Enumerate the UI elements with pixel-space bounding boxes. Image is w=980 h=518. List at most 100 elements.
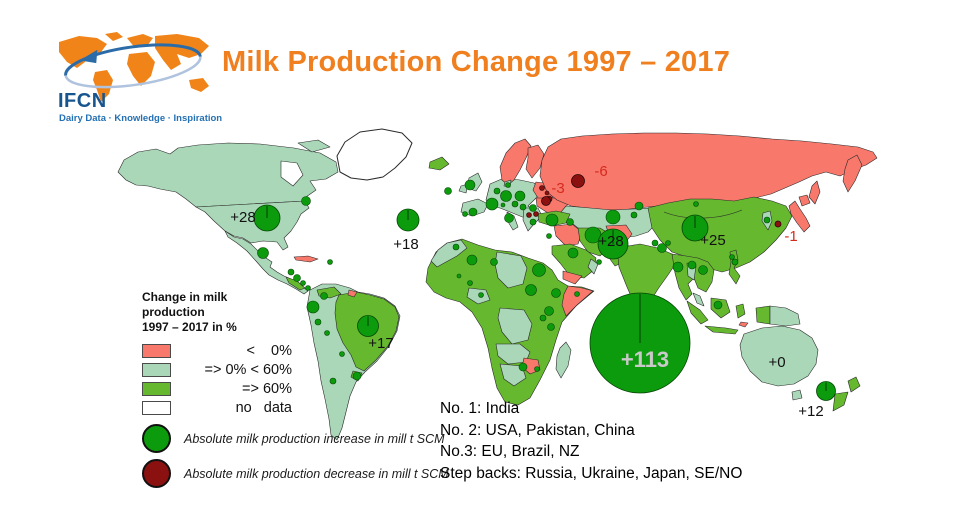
region-japan xyxy=(788,200,811,233)
logo-brand: IFCN xyxy=(58,90,107,112)
legend-swatch-low xyxy=(142,363,171,377)
region-hudson-bay xyxy=(280,160,304,187)
region-nz-south xyxy=(832,391,849,412)
decrease-bubble-label: Absolute milk production decrease in mil… xyxy=(184,466,449,481)
minor-increase-marker xyxy=(500,202,506,208)
minor-decrease-marker xyxy=(533,211,539,217)
minor-increase-marker xyxy=(305,285,311,291)
bubble-label-china: +25 xyxy=(700,232,725,249)
region-sumatra xyxy=(686,300,709,325)
legend-label-high: => 60% xyxy=(242,381,292,397)
minor-increase-marker xyxy=(352,371,362,381)
legend-swatch-high xyxy=(142,382,171,396)
minor-decrease-marker xyxy=(544,190,550,196)
region-timor xyxy=(738,321,749,328)
increase-bubble-icon xyxy=(142,424,171,453)
minor-increase-marker xyxy=(456,273,462,279)
minor-increase-marker xyxy=(514,190,526,202)
region-madagascar xyxy=(555,341,572,379)
minor-increase-marker xyxy=(478,292,484,298)
minor-increase-marker xyxy=(306,300,320,314)
minor-increase-marker xyxy=(466,254,478,266)
minor-increase-marker xyxy=(314,318,322,326)
minor-increase-marker xyxy=(665,240,671,246)
region-finland xyxy=(525,144,545,179)
annotation-line: No. 2: USA, Pakistan, China xyxy=(440,421,635,439)
choropleth-legend: Change in milk production 1997 – 2017 in… xyxy=(142,290,292,420)
minor-increase-marker xyxy=(467,280,473,286)
decrease-bubble-icon xyxy=(142,459,171,488)
region-hokkaido xyxy=(798,194,811,207)
region-greenland xyxy=(336,128,413,181)
minor-increase-marker xyxy=(320,292,328,300)
bubble-label-japan: -1 xyxy=(784,228,797,245)
region-somalia xyxy=(561,285,594,317)
region-iceland xyxy=(428,156,450,171)
minor-increase-marker xyxy=(551,288,561,298)
minor-increase-marker xyxy=(596,259,602,265)
bubble-label-usa: +28 xyxy=(230,209,255,226)
minor-increase-marker xyxy=(546,233,552,239)
bubble-label-india: +113 xyxy=(621,347,669,372)
region-tasmania xyxy=(791,389,803,401)
minor-increase-marker xyxy=(490,258,498,266)
minor-increase-marker xyxy=(529,218,537,226)
logo-tagline: Dairy Data · Knowledge · Inspiration xyxy=(59,113,223,124)
minor-increase-marker xyxy=(505,182,511,188)
legend-class-low: => 0% < 60% xyxy=(142,362,292,378)
minor-increase-marker xyxy=(567,247,579,259)
region-namibia-botswana xyxy=(499,363,527,387)
minor-increase-marker xyxy=(651,239,659,247)
minor-increase-marker xyxy=(329,377,337,385)
region-guyana xyxy=(347,289,358,298)
region-sakhalin xyxy=(808,180,821,205)
region-usa xyxy=(195,200,310,251)
bubble-label-ukraine: -3 xyxy=(551,180,564,197)
minor-increase-marker xyxy=(566,218,574,226)
minor-increase-marker xyxy=(452,243,460,251)
bubble-russia xyxy=(571,174,585,188)
minor-increase-marker xyxy=(462,211,468,217)
region-drc xyxy=(497,307,533,345)
legend-class-nodata: no data xyxy=(142,400,292,416)
region-russia xyxy=(539,132,878,211)
minor-increase-marker xyxy=(257,247,269,259)
legend-swatch-nodata xyxy=(142,401,171,415)
minor-increase-marker xyxy=(324,330,330,336)
page-title: Milk Production Change 1997 – 2017 xyxy=(222,46,731,78)
ifcn-logo: IFCN Dairy Data · Knowledge · Inspiratio… xyxy=(46,26,223,130)
legend-decrease-row: Absolute milk production decrease in mil… xyxy=(142,459,482,488)
minor-increase-marker xyxy=(547,323,555,331)
minor-increase-marker xyxy=(327,259,333,265)
minor-increase-marker xyxy=(493,187,501,195)
bubble-label-new-zealand: +12 xyxy=(798,403,823,420)
minor-increase-marker xyxy=(693,201,699,207)
region-png-west xyxy=(755,305,771,325)
minor-increase-marker xyxy=(518,362,528,372)
ifcn-globe-icon xyxy=(59,32,209,102)
region-java xyxy=(704,325,739,335)
legend-label-low: => 0% < 60% xyxy=(204,362,292,378)
bubble-label-pakistan: +28 xyxy=(598,233,623,250)
region-oman xyxy=(587,258,599,275)
region-canada xyxy=(117,142,339,208)
minor-increase-marker xyxy=(545,213,559,227)
region-libya-chad xyxy=(494,251,528,289)
minor-increase-marker xyxy=(539,314,547,322)
region-norway-sweden xyxy=(499,138,532,186)
legend-class-high: => 60% xyxy=(142,381,292,397)
minor-decrease-marker xyxy=(526,212,532,218)
ranking-annotations: No. 1: India No. 2: USA, Pakistan, China N… xyxy=(440,398,742,484)
minor-increase-marker xyxy=(519,203,527,211)
minor-increase-marker xyxy=(485,197,499,211)
region-malaysia xyxy=(692,292,705,307)
region-australia xyxy=(739,325,819,387)
bubble-label-russia: -6 xyxy=(594,163,607,180)
annotation-line: Step backs: Russia, Ukraine, Japan, SE/N… xyxy=(440,464,743,482)
minor-increase-marker xyxy=(293,274,301,282)
region-kamchatka xyxy=(842,154,863,193)
minor-increase-marker xyxy=(544,306,554,316)
minor-increase-marker xyxy=(504,213,514,223)
choropleth-legend-title: Change in milk production 1997 – 2017 in… xyxy=(142,290,237,334)
